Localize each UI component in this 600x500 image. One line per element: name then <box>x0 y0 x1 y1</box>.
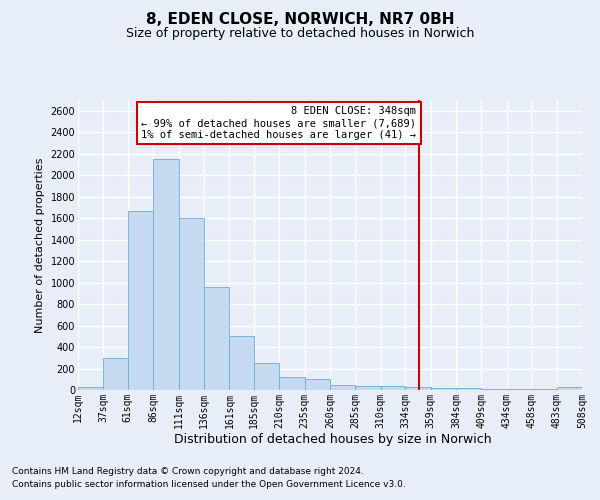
Bar <box>431 388 456 390</box>
Text: Contains public sector information licensed under the Open Government Licence v3: Contains public sector information licen… <box>12 480 406 489</box>
Y-axis label: Number of detached properties: Number of detached properties <box>35 158 45 332</box>
Bar <box>330 384 355 390</box>
Bar <box>481 389 507 390</box>
Bar <box>254 363 279 390</box>
Bar <box>153 159 179 390</box>
Bar <box>381 386 405 390</box>
Bar <box>557 388 582 390</box>
Bar <box>103 358 128 390</box>
Text: 8, EDEN CLOSE, NORWICH, NR7 0BH: 8, EDEN CLOSE, NORWICH, NR7 0BH <box>146 12 454 28</box>
Bar <box>456 388 481 390</box>
Text: Distribution of detached houses by size in Norwich: Distribution of detached houses by size … <box>174 432 492 446</box>
Text: Contains HM Land Registry data © Crown copyright and database right 2024.: Contains HM Land Registry data © Crown c… <box>12 468 364 476</box>
Bar <box>229 336 254 390</box>
Bar <box>204 287 229 390</box>
Bar <box>279 377 305 390</box>
Bar <box>128 210 153 390</box>
Bar <box>305 380 330 390</box>
Text: Size of property relative to detached houses in Norwich: Size of property relative to detached ho… <box>126 28 474 40</box>
Text: 8 EDEN CLOSE: 348sqm
← 99% of detached houses are smaller (7,689)
1% of semi-det: 8 EDEN CLOSE: 348sqm ← 99% of detached h… <box>142 106 416 140</box>
Bar <box>355 386 381 390</box>
Bar <box>405 388 431 390</box>
Bar <box>78 388 103 390</box>
Bar <box>179 218 204 390</box>
